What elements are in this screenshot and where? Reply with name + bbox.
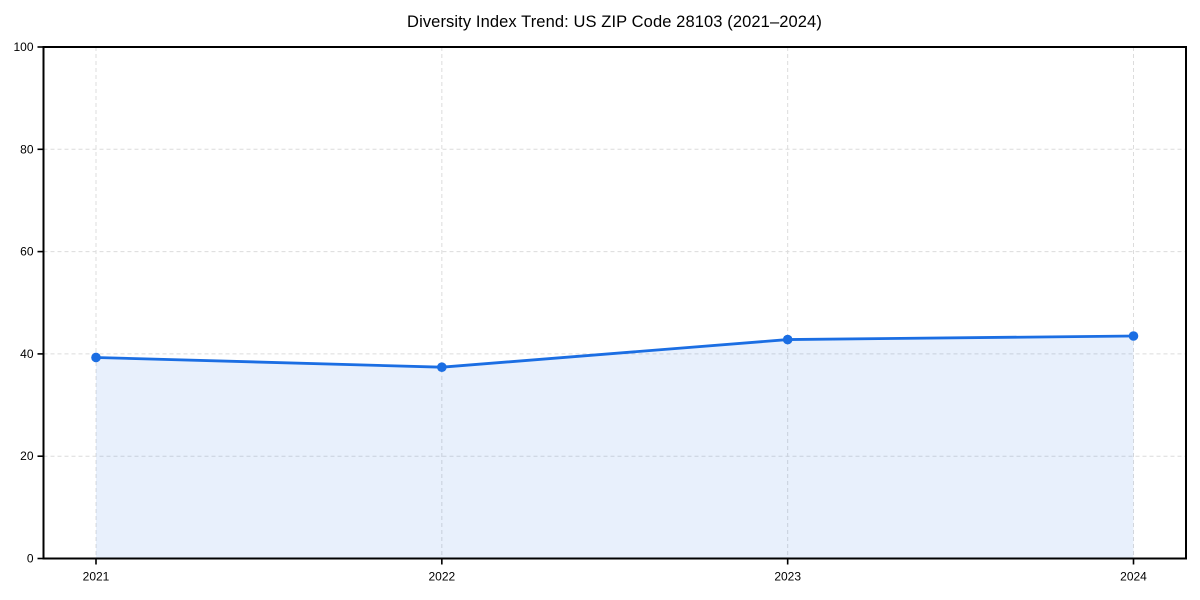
y-tick-label: 80 (20, 142, 34, 156)
y-tick-label: 100 (13, 40, 33, 54)
y-tick-label: 20 (20, 449, 34, 463)
chart-title: Diversity Index Trend: US ZIP Code 28103… (407, 13, 822, 31)
x-tick-label: 2023 (774, 570, 801, 584)
data-point-2021 (91, 352, 101, 363)
area-fill (96, 335, 1134, 559)
x-tick-label: 2021 (83, 570, 110, 584)
plot-border (42, 46, 1187, 560)
x-tick-label: 2024 (1120, 570, 1147, 584)
data-point-2024 (1128, 331, 1139, 341)
trend-line (94, 334, 1135, 369)
x-tick-label: 2022 (428, 570, 455, 584)
y-tick-label: 40 (20, 347, 34, 361)
data-point-2023 (782, 334, 793, 345)
y-tick-label: 60 (20, 245, 34, 259)
y-tick-label: 0 (27, 552, 34, 566)
data-point-2022 (437, 362, 447, 372)
